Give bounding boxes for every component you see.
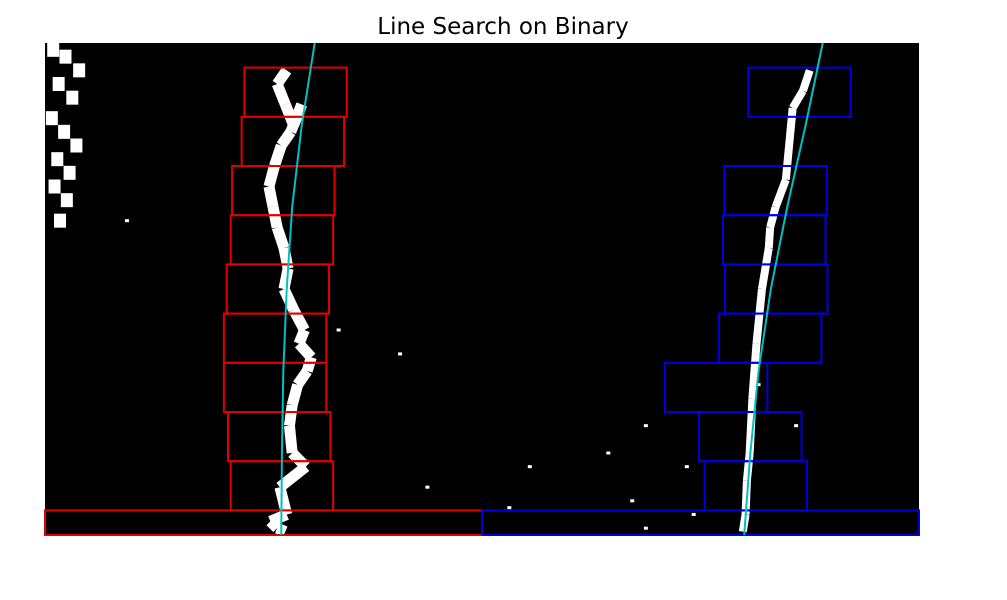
noise-pixel	[425, 485, 430, 489]
right-lane-pixels	[758, 247, 773, 290]
edge-stripe-pixels	[73, 63, 86, 78]
noise-pixel	[630, 499, 635, 503]
edge-stripe-pixels	[58, 124, 71, 139]
left-lane-pixels	[263, 185, 279, 209]
noise-pixel	[606, 451, 611, 455]
left-lane-pixels	[272, 67, 292, 88]
edge-stripe-pixels	[60, 193, 73, 208]
noise-pixel	[643, 424, 648, 428]
left-lane-pixels	[285, 102, 307, 134]
edge-stripe-pixels	[66, 90, 79, 105]
left-lane-pixels	[293, 367, 312, 388]
noise-pixel	[336, 328, 341, 332]
right-window	[717, 312, 823, 364]
left-lane-pixels	[293, 327, 310, 346]
noise-pixel	[794, 424, 799, 428]
right-lane-pixels	[766, 205, 780, 229]
right-lane-pixels	[789, 88, 807, 110]
left-lane-pixels	[283, 404, 298, 427]
left-lane-pixels	[263, 164, 280, 188]
chart-title: Line Search on Binary	[377, 14, 628, 40]
left-lane-pixels	[271, 225, 290, 250]
noise-pixel	[124, 219, 129, 223]
right-window	[747, 66, 852, 118]
right-window	[481, 509, 920, 536]
left-lane-pixels	[267, 205, 283, 229]
edge-stripe-pixels	[54, 213, 67, 228]
plot-area	[44, 42, 920, 537]
left-lane-pixels	[294, 339, 316, 362]
right-lane-pixels	[748, 343, 761, 399]
binary-image-background	[45, 43, 919, 535]
noise-pixel	[691, 513, 696, 516]
left-lane-pixels	[301, 355, 317, 373]
right-lane-pixels	[752, 288, 766, 345]
edge-stripe-pixels	[47, 42, 60, 57]
right-lane-pixels	[799, 69, 814, 93]
noise-pixel	[398, 352, 403, 356]
edge-stripe-pixels	[48, 179, 61, 194]
edge-stripe-pixels	[70, 138, 83, 153]
left-lane-pixels	[286, 383, 303, 407]
edge-stripe-pixels	[51, 152, 64, 167]
left-lane-pixels	[276, 462, 310, 492]
right-fit-line	[743, 42, 824, 536]
noise-pixel	[527, 465, 532, 469]
noise-pixel	[507, 506, 512, 510]
left-lane-pixels	[269, 143, 287, 168]
left-fit-line	[280, 42, 316, 536]
right-lane-pixels	[745, 398, 757, 454]
noise-pixel	[684, 465, 689, 469]
right-lane-pixels	[764, 227, 775, 249]
left-lane-pixels	[266, 517, 282, 533]
noise-pixel	[756, 383, 761, 387]
right-lane-pixels	[771, 178, 790, 209]
noise-pixel	[643, 526, 648, 530]
edge-stripe-pixels	[63, 165, 76, 180]
left-lane-pixels	[272, 81, 291, 107]
edge-stripe-pixels	[45, 111, 58, 126]
left-lane-pixels	[276, 128, 296, 149]
edge-stripe-pixels	[52, 77, 65, 91]
edge-stripe-pixels	[59, 49, 72, 64]
left-lane-pixels	[283, 425, 298, 454]
right-lane-pixels	[781, 107, 797, 181]
